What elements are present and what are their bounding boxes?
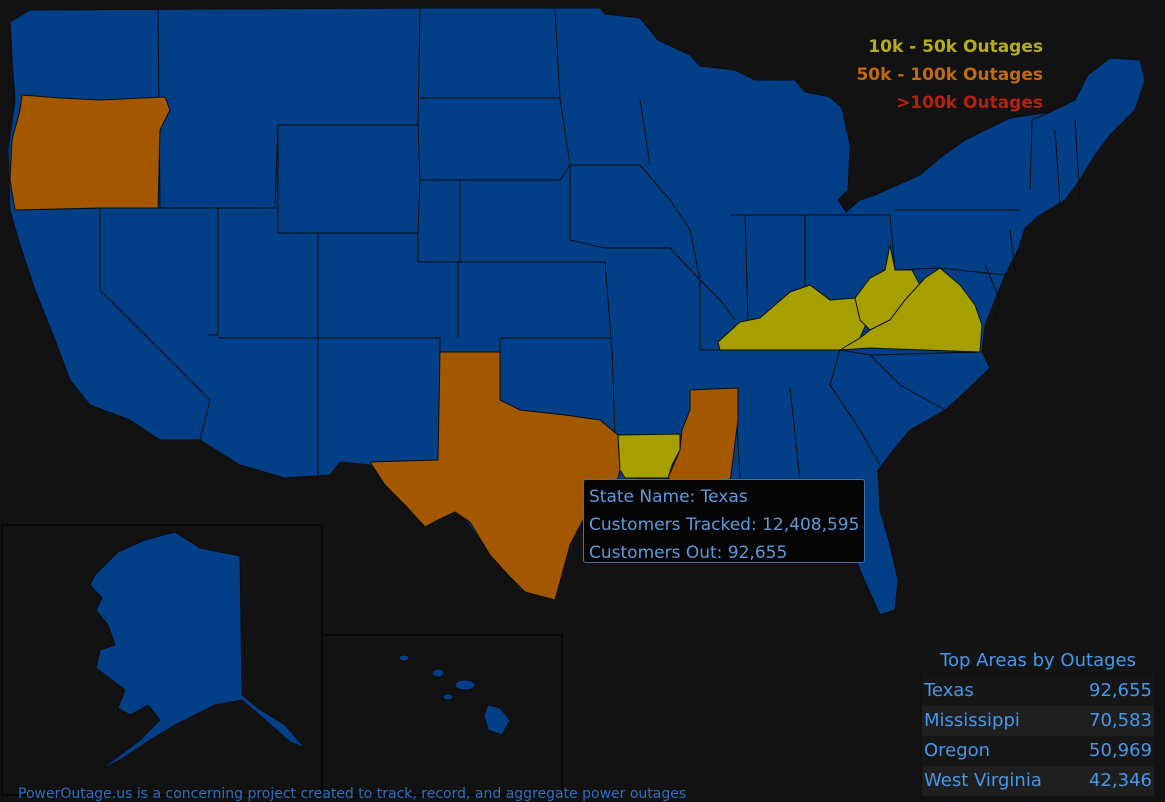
legend-item-50k-100k: 50k - 100k Outages <box>856 65 1043 85</box>
tooltip-customers-out: Customers Out: 92,655 <box>589 543 788 563</box>
footer-text: PowerOutage.us is a concerning project c… <box>18 786 687 802</box>
legend-item-over-100k: >100k Outages <box>896 93 1043 113</box>
state-alaska[interactable] <box>89 531 306 771</box>
hawaii-inset-frame <box>321 634 563 796</box>
top-area-name: Oregon <box>924 740 991 761</box>
top-areas-rows: Texas 92,655 Mississippi 70,583 Oregon 5… <box>922 676 1154 796</box>
state-contiguous-us-base[interactable] <box>7 7 1146 616</box>
state-oregon[interactable] <box>9 94 171 211</box>
top-areas-table: Top Areas by Outages Texas 92,655 Missis… <box>922 646 1154 796</box>
top-area-value: 70,583 <box>1089 710 1152 731</box>
state-kentucky[interactable] <box>717 284 871 351</box>
state-west-virginia[interactable] <box>854 244 921 331</box>
top-area-value: 92,655 <box>1089 680 1152 701</box>
top-area-name: West Virginia <box>924 770 1042 791</box>
tooltip-state-name: State Name: Texas <box>589 487 748 507</box>
state-texas[interactable] <box>369 351 621 601</box>
top-areas-title: Top Areas by Outages <box>922 646 1154 676</box>
top-area-row[interactable]: West Virginia 42,346 <box>922 766 1154 796</box>
top-area-name: Mississippi <box>924 710 1020 731</box>
top-area-row[interactable]: Oregon 50,969 <box>922 736 1154 766</box>
state-virginia[interactable] <box>839 267 983 353</box>
state-tooltip: State Name: Texas Customers Tracked: 12,… <box>583 479 865 563</box>
outage-legend: 10k - 50k Outages 50k - 100k Outages >10… <box>856 33 1043 117</box>
top-area-name: Texas <box>924 680 974 701</box>
state-hawaii[interactable] <box>398 654 511 736</box>
top-area-value: 50,969 <box>1089 740 1152 761</box>
top-area-value: 42,346 <box>1089 770 1152 791</box>
top-area-row[interactable]: Mississippi 70,583 <box>922 706 1154 736</box>
legend-item-10k-50k: 10k - 50k Outages <box>868 37 1043 57</box>
tooltip-customers-tracked: Customers Tracked: 12,408,595 <box>589 515 860 535</box>
state-arkansas[interactable] <box>617 433 681 479</box>
top-area-row[interactable]: Texas 92,655 <box>922 676 1154 706</box>
